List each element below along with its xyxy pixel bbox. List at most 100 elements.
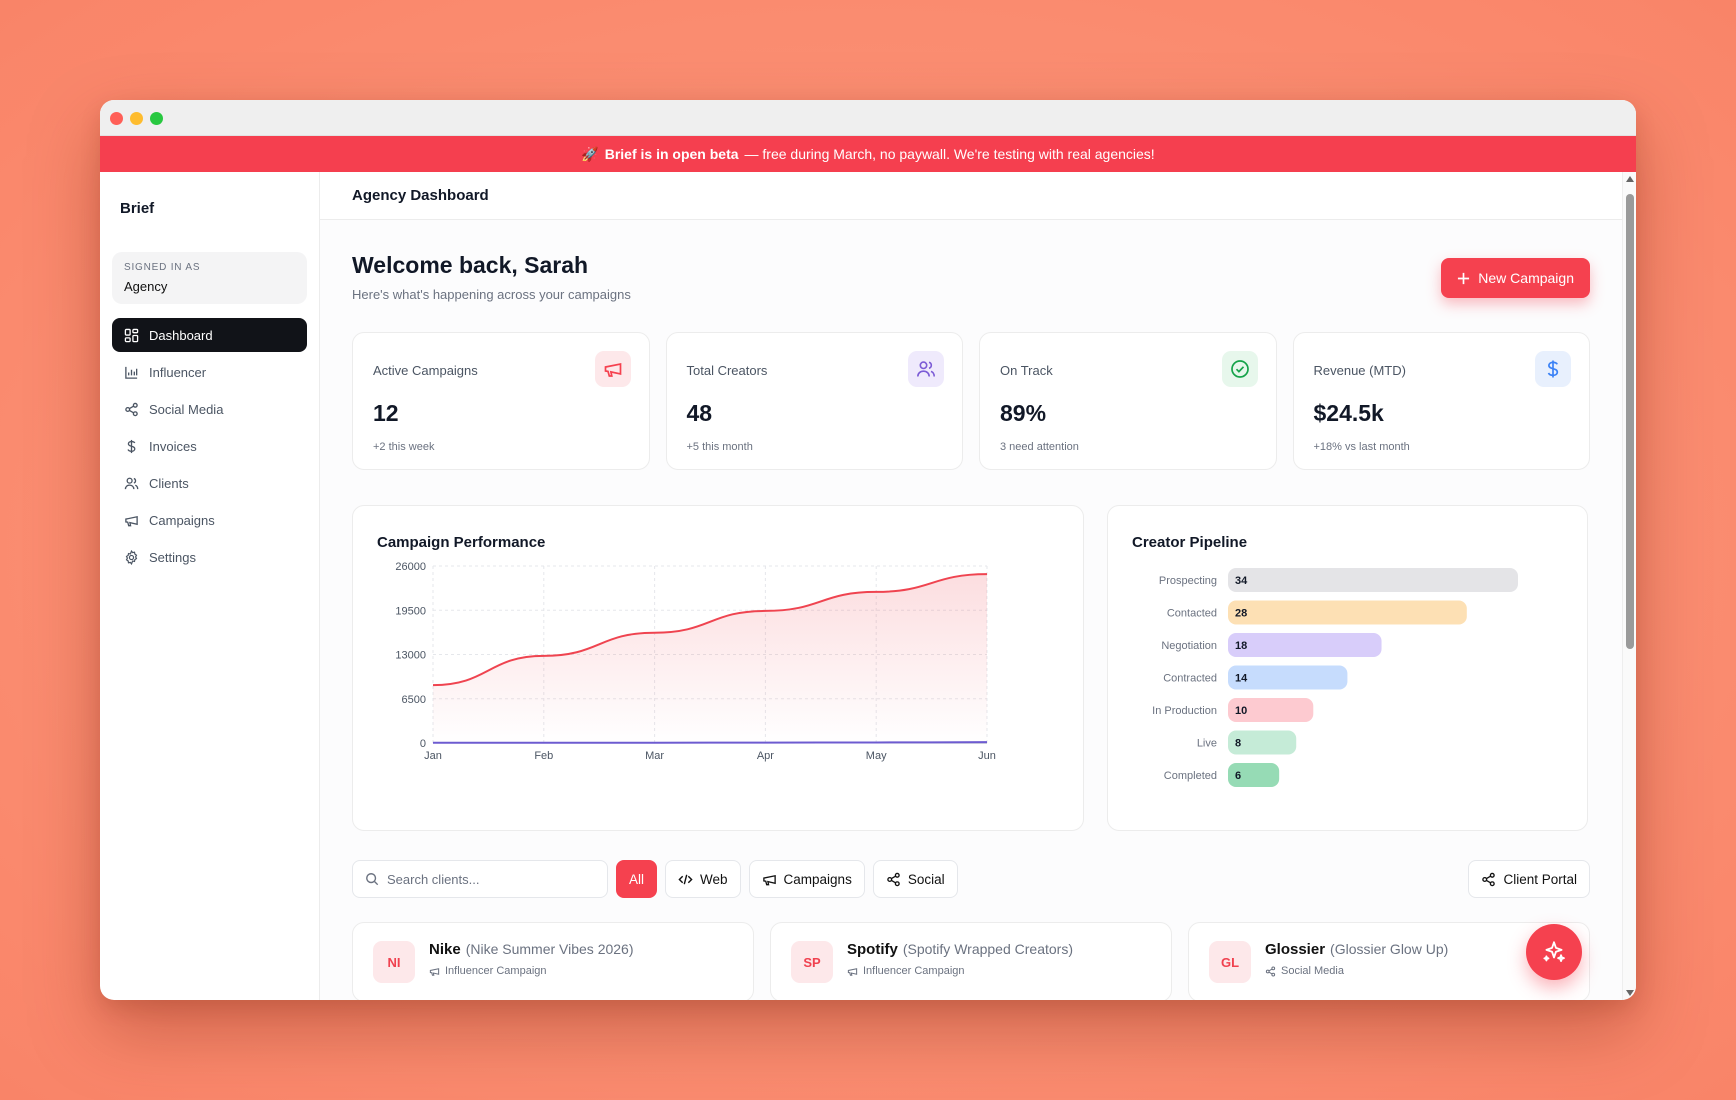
scroll-down-arrow[interactable] (1626, 990, 1634, 996)
megaphone-icon (762, 874, 776, 885)
app-body: Brief SIGNED IN AS Agency Dashboard Infl… (100, 172, 1622, 1000)
client-avatar: SP (791, 941, 833, 983)
filter-label: Web (700, 871, 728, 887)
client-type: Social Media (1281, 965, 1344, 977)
client-name: Glossier (1265, 941, 1326, 958)
creator-pipeline-chart: Prospecting 34 Contacted 28 Negotiation 18 Con… (1152, 568, 1518, 787)
sparkle-icon (1543, 941, 1565, 963)
client-name: Nike (429, 941, 461, 958)
x-tick-label: Jun (978, 750, 996, 762)
pipeline-value-label: 6 (1235, 770, 1241, 782)
pipeline-bar (1228, 730, 1297, 755)
client-card-glossier[interactable]: GL Glossier (Glossier Glow Up) Social Med… (1188, 922, 1590, 1000)
sidebar-item-campaigns[interactable]: Campaigns (112, 503, 307, 537)
client-type: Influencer Campaign (445, 965, 547, 977)
sidebar-item-invoices[interactable]: Invoices (112, 429, 307, 463)
sidebar-item-label: Clients (149, 475, 189, 491)
sidebar-item-label: Invoices (149, 438, 197, 454)
y-tick-label: 26000 (395, 561, 426, 573)
scroll-thumb[interactable] (1626, 194, 1634, 649)
dashboard-content: Welcome back, Sarah Here's what's happen… (320, 220, 1622, 1000)
users-icon (908, 351, 944, 387)
sidebar-item-dashboard[interactable]: Dashboard (112, 318, 307, 352)
stat-label: Total Creators (686, 363, 768, 378)
stat-card-total-creators[interactable]: Total Creators 48 +5 this month (665, 332, 963, 470)
ai-assistant-button[interactable] (1526, 924, 1582, 980)
sidebar: Brief SIGNED IN AS Agency Dashboard Infl… (100, 172, 320, 1000)
client-card-nike[interactable]: NI Nike (Nike Summer Vibes 2026) Influenc… (352, 922, 754, 1000)
series-line (432, 573, 988, 687)
pipeline-stage-label: Live (1197, 738, 1217, 750)
sidebar-item-label: Social Media (149, 401, 224, 417)
stat-card-active-campaigns[interactable]: Active Campaigns 12 +2 this week (352, 332, 650, 470)
pipeline-stage-label: Contracted (1163, 673, 1217, 685)
y-tick-label: 0 (420, 738, 426, 750)
filter-web-button[interactable]: Web (665, 860, 741, 898)
page-header: Agency Dashboard (320, 172, 1622, 220)
new-campaign-button[interactable]: New Campaign (1441, 258, 1590, 298)
campaign-performance-card: Campaign Performance 0 6500 13000 19500 2600… (352, 505, 1084, 831)
close-window-button[interactable] (110, 112, 123, 125)
main-area: Agency Dashboard Welcome back, Sarah Her… (320, 172, 1622, 1000)
signed-in-card: SIGNED IN AS Agency (112, 252, 307, 304)
new-campaign-label: New Campaign (1478, 270, 1574, 286)
sidebar-item-social-media[interactable]: Social Media (112, 392, 307, 426)
data-point (432, 684, 435, 687)
client-filter-bar: Search clients... All Web Campaigns (352, 860, 1590, 898)
client-portal-button[interactable]: Client Portal (1468, 860, 1590, 898)
brand-logo[interactable]: Brief (120, 200, 155, 217)
client-portal-label: Client Portal (1503, 871, 1577, 887)
stat-value: 89% (1000, 400, 1047, 426)
page-scrollbar[interactable] (1622, 172, 1636, 1000)
pipeline-bar (1228, 600, 1467, 625)
client-type: Influencer Campaign (863, 965, 965, 977)
sidebar-item-settings[interactable]: Settings (112, 540, 307, 574)
welcome-section: Welcome back, Sarah Here's what's happen… (352, 252, 631, 302)
chart-title: Creator Pipeline (1132, 534, 1248, 551)
megaphone-icon (125, 515, 138, 526)
beta-banner: 🚀 Brief is in open beta — free during Ma… (100, 136, 1636, 172)
pipeline-bar (1228, 633, 1382, 657)
sidebar-item-clients[interactable]: Clients (112, 466, 307, 500)
stat-card-on-track[interactable]: On Track 89% 3 need attention (979, 332, 1277, 470)
dollar-icon (1535, 351, 1571, 387)
filter-all-button[interactable]: All (616, 860, 658, 898)
pipeline-bar (1228, 698, 1314, 722)
pipeline-value-label: 8 (1235, 738, 1241, 750)
pipeline-value-label: 18 (1235, 640, 1247, 652)
minimize-window-button[interactable] (130, 112, 143, 125)
stat-value: $24.5k (1313, 400, 1384, 426)
data-point (542, 654, 545, 657)
sidebar-item-label: Campaigns (149, 512, 215, 528)
pipeline-stage-label: Completed (1164, 770, 1217, 782)
filter-campaigns-button[interactable]: Campaigns (748, 860, 865, 898)
client-card-spotify[interactable]: SP Spotify (Spotify Wrapped Creators) Inf… (770, 922, 1172, 1000)
dashboard-icon (124, 328, 139, 342)
check-circle-icon (1221, 351, 1258, 387)
welcome-subtitle: Here's what's happening across your camp… (352, 287, 631, 302)
maximize-window-button[interactable] (150, 112, 163, 125)
y-tick-label: 19500 (395, 605, 426, 617)
banner-bold-text: Brief is in open beta (604, 146, 739, 162)
x-tick-label: Mar (645, 750, 664, 762)
search-input[interactable]: Search clients... (352, 860, 608, 898)
data-point (764, 609, 767, 612)
sidebar-item-label: Settings (149, 549, 196, 565)
gear-icon (125, 549, 138, 565)
stat-card-revenue[interactable]: Revenue (MTD) $24.5k +18% vs last month (1292, 332, 1590, 470)
client-avatar: NI (373, 941, 415, 983)
share-icon (1265, 966, 1276, 976)
stat-subtext: +18% vs last month (1313, 441, 1410, 453)
stat-subtext: 3 need attention (1000, 441, 1079, 453)
filter-social-button[interactable]: Social (872, 860, 958, 898)
page-title: Agency Dashboard (352, 187, 489, 204)
scroll-up-arrow[interactable] (1626, 176, 1634, 182)
stat-subtext: +5 this month (686, 441, 753, 453)
data-point (653, 741, 656, 744)
pipeline-value-label: 34 (1235, 575, 1248, 587)
client-project: (Glossier Glow Up) (1330, 941, 1449, 957)
sidebar-item-influencer[interactable]: Influencer (112, 355, 307, 389)
share-icon (887, 872, 900, 886)
client-project: (Nike Summer Vibes 2026) (465, 941, 634, 957)
rocket-icon: 🚀 (581, 145, 599, 162)
